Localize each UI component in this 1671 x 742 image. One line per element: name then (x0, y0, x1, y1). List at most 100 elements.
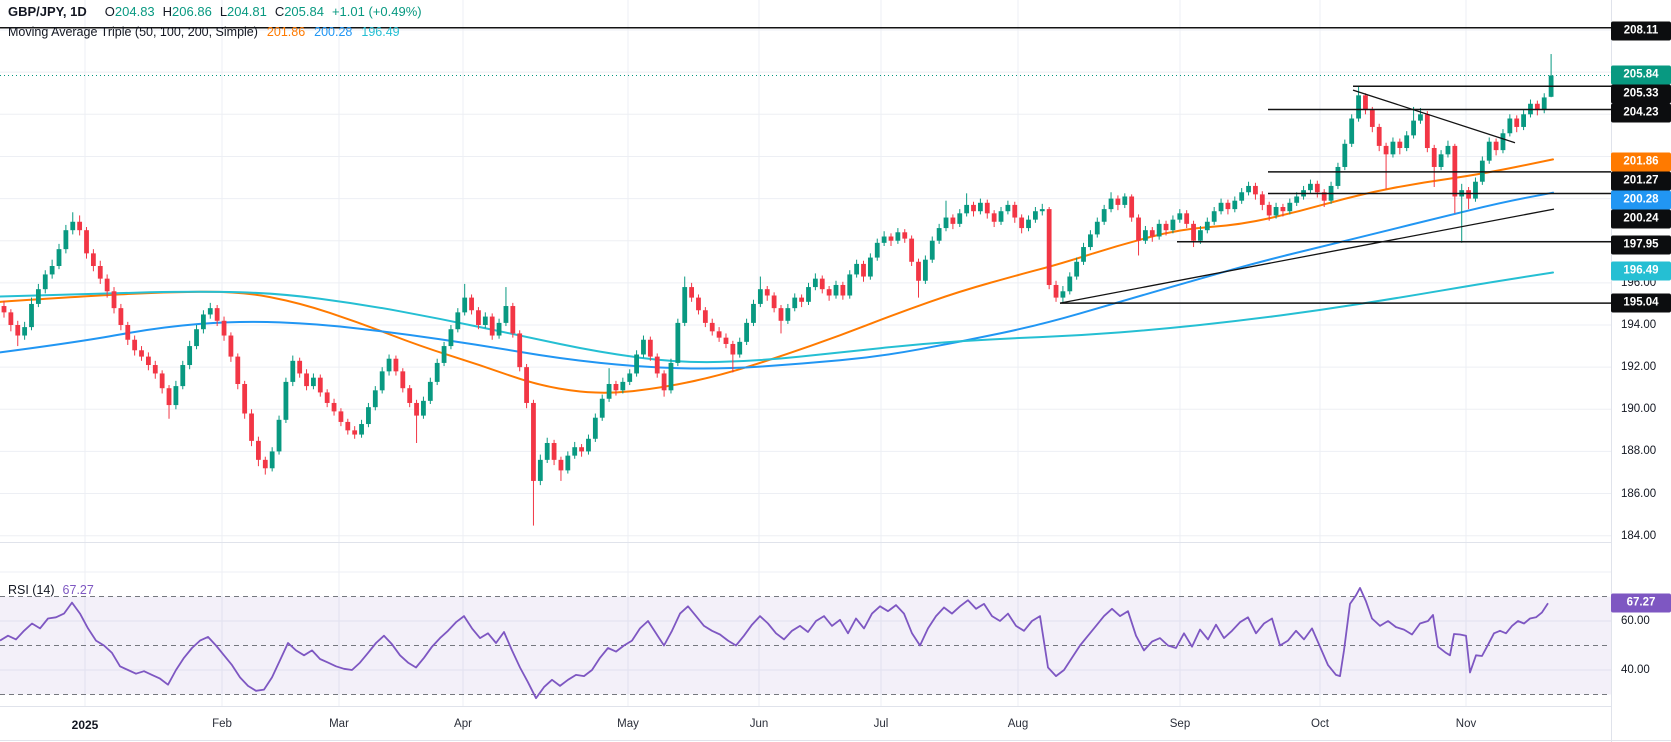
candle-body (895, 232, 901, 241)
candle-body (283, 381, 289, 420)
candle-body (152, 365, 158, 374)
candle-body (1308, 183, 1313, 191)
symbol-title[interactable]: GBP/JPY, 1D (8, 4, 87, 19)
candle-body (716, 331, 722, 338)
candle-body (304, 373, 309, 387)
candle-body (792, 297, 798, 309)
candle-body (111, 291, 117, 309)
candle-body (1019, 217, 1025, 229)
candle-body (1259, 194, 1265, 205)
candle-body (372, 390, 378, 408)
candle-body (15, 325, 21, 336)
price-axis-label: 184.00 (1621, 529, 1657, 542)
candle-body (379, 371, 385, 391)
candle-body (1280, 207, 1286, 212)
candle-body (393, 358, 399, 372)
candle-body (1534, 103, 1540, 111)
candle-body (366, 407, 371, 425)
candle-body (668, 362, 674, 391)
candle-body (249, 413, 254, 441)
price-axis-label: 190.00 (1621, 403, 1657, 416)
rsi-line (0, 587, 1549, 700)
open-value: 204.83 (114, 4, 155, 19)
candle-body (1081, 247, 1086, 262)
candle-body (613, 383, 619, 391)
time-axis-label-2025[interactable]: 2025 (71, 718, 99, 732)
candle-body (537, 459, 543, 481)
candle-body (49, 266, 55, 275)
candle-body (166, 388, 172, 406)
time-axis-label-Jul[interactable]: Jul (873, 718, 889, 730)
time-axis-label-Apr[interactable]: Apr (454, 718, 472, 730)
price-badge-67.27: 67.27 (1611, 593, 1671, 613)
time-axis-label-Feb[interactable]: Feb (212, 718, 232, 730)
candle-body (916, 261, 921, 281)
rsi-indicator-title[interactable]: RSI (14) (8, 583, 55, 597)
candle-body (950, 217, 956, 224)
candle-body (1108, 198, 1114, 210)
pane-separator-price-rsi[interactable] (0, 542, 1611, 543)
bottom-border (0, 740, 1671, 741)
candle-body (1163, 223, 1169, 231)
candle-body (1046, 209, 1052, 285)
rsi-axis-label: 40.00 (1621, 664, 1650, 676)
candle-body (118, 308, 124, 325)
time-axis-label-May[interactable]: May (617, 718, 639, 730)
candle-body (1198, 230, 1203, 241)
candle-body (84, 230, 89, 254)
candle-body (1033, 211, 1038, 220)
candle-body (1514, 118, 1520, 127)
candle-body (847, 274, 853, 296)
time-axis-label-Mar[interactable]: Mar (329, 718, 349, 730)
ma-line-ma100 (0, 191, 1554, 370)
candle-body (888, 236, 894, 241)
symbol-legend[interactable]: GBP/JPY, 1D O204.83 H206.86 L204.81 C205.84 +… (8, 4, 422, 19)
candle-body (867, 257, 873, 277)
candle-body (874, 242, 880, 258)
candle-body (854, 263, 860, 275)
candle-body (194, 329, 199, 347)
ma-indicator-title[interactable]: Moving Average Triple (50, 100, 200, Sim… (8, 25, 258, 39)
candle-body (606, 383, 612, 399)
time-axis-label-Nov[interactable]: Nov (1455, 718, 1477, 730)
time-axis-label-Sep[interactable]: Sep (1169, 718, 1191, 730)
time-axis-label-Aug[interactable]: Aug (1007, 718, 1029, 730)
rsi-indicator-legend[interactable]: RSI (14) 67.27 (8, 583, 94, 597)
low-value: 204.81 (227, 4, 267, 19)
candle-body (1101, 209, 1107, 222)
candle-body (1363, 95, 1368, 111)
candle-body (1507, 118, 1513, 134)
candle-body (1012, 204, 1018, 218)
candle-body (1349, 118, 1355, 144)
high-label: H (162, 4, 173, 19)
candle-body (421, 400, 426, 416)
candle-body (1335, 166, 1341, 186)
candle-body (1521, 114, 1526, 127)
candle-body (235, 356, 241, 384)
time-axis-label-Jun[interactable]: Jun (749, 718, 769, 730)
candle-body (565, 455, 571, 471)
candle-body (1026, 219, 1031, 229)
price-badge-205.33: 205.33 (1611, 84, 1671, 104)
candle-body (407, 388, 413, 403)
candle-body (909, 238, 915, 262)
candle-body (641, 339, 646, 355)
time-axis-label-Oct[interactable]: Oct (1311, 718, 1329, 730)
candle-body (441, 346, 447, 363)
candle-body (70, 221, 76, 231)
candle-body (1246, 185, 1251, 193)
candle-body (1404, 135, 1410, 149)
candle-body (702, 310, 708, 323)
candle-body (524, 367, 529, 403)
ma-indicator-legend[interactable]: Moving Average Triple (50, 100, 200, Sim… (8, 25, 400, 39)
candle-body (1273, 207, 1279, 216)
candle-body (97, 266, 103, 279)
candle-body (696, 297, 701, 311)
candle-body (1136, 217, 1141, 241)
candle-body (56, 249, 62, 267)
candle-body (723, 337, 729, 344)
candle-body (1143, 230, 1148, 241)
candle-body (984, 202, 990, 214)
